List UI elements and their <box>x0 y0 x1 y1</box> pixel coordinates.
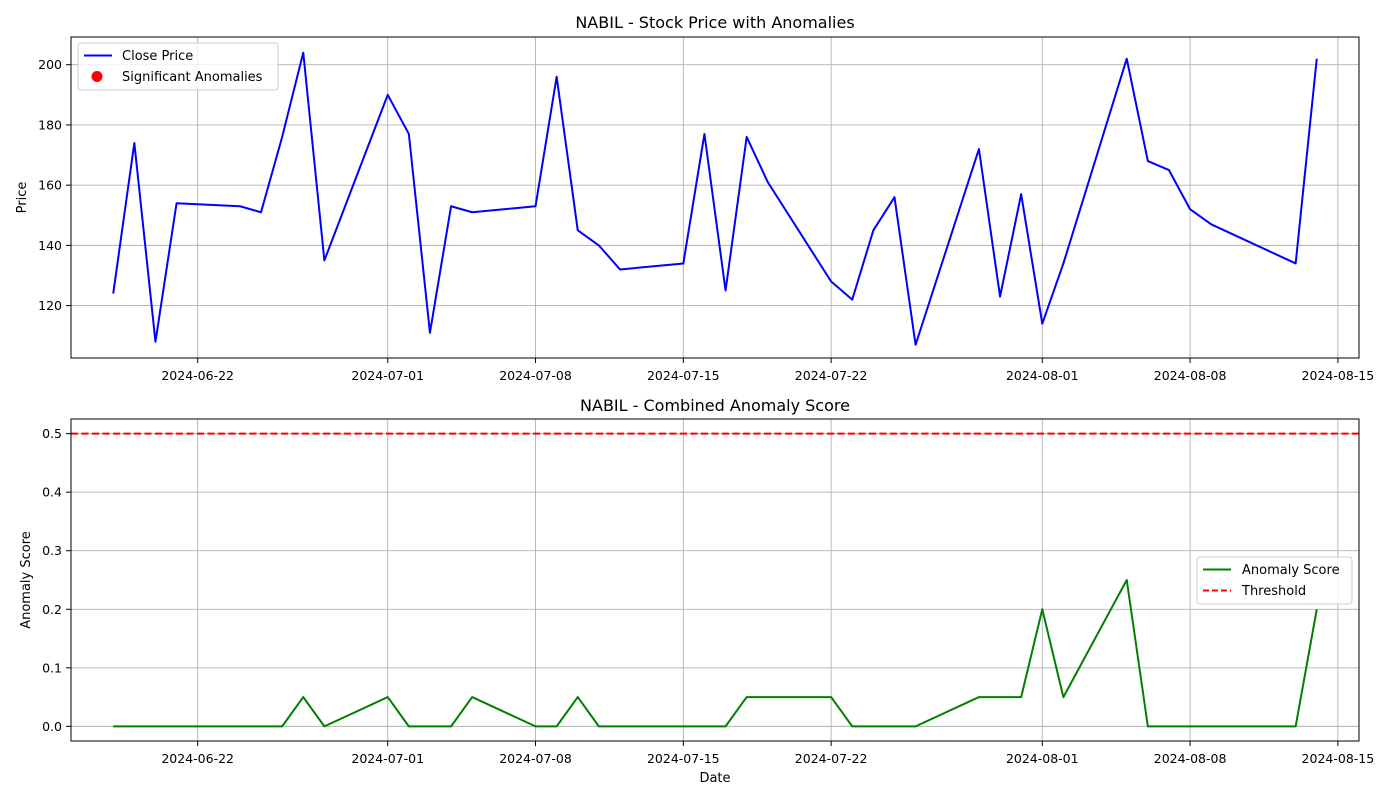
anomalies-legend-marker <box>91 71 103 82</box>
anomalies-legend-label: Significant Anomalies <box>122 70 263 85</box>
price-x-tick-label: 2024-08-08 <box>1154 368 1227 383</box>
anomaly-x-tick-label: 2024-07-22 <box>795 751 868 766</box>
anomaly-y-tick-label: 0.0 <box>42 719 62 734</box>
anomaly-y-axis-label: Anomaly Score <box>19 531 34 629</box>
anomaly-y-tick-label: 0.3 <box>42 543 62 558</box>
close-price-legend-label: Close Price <box>122 49 193 64</box>
price-x-tick-label: 2024-07-15 <box>647 368 720 383</box>
anomaly-legend-box <box>1196 556 1353 605</box>
price-x-tick-label: 2024-07-08 <box>499 368 572 383</box>
anomaly-x-tick-label: 2024-06-22 <box>161 751 234 766</box>
price-x-tick-label: 2024-07-22 <box>795 368 868 383</box>
price-x-tick-label: 2024-08-01 <box>1006 368 1079 383</box>
anomaly-x-tick-label: 2024-08-01 <box>1006 751 1079 766</box>
price-y-tick-label: 140 <box>38 238 62 253</box>
anomaly-x-tick-label: 2024-08-08 <box>1154 751 1227 766</box>
anomaly-y-tick-label: 0.5 <box>42 426 62 441</box>
anomaly-score-line <box>113 579 1318 728</box>
price-legend: Close Price Significant Anomalies <box>77 42 279 91</box>
price-x-tick-label: 2024-06-22 <box>161 368 234 383</box>
anomaly-chart-title: NABIL - Combined Anomaly Score <box>580 396 850 415</box>
anomaly-y-tick-label: 0.2 <box>42 602 62 617</box>
price-y-tick-label: 160 <box>38 178 62 193</box>
price-x-tick-label: 2024-07-01 <box>351 368 424 383</box>
price-x-tick-label: 2024-08-15 <box>1302 368 1375 383</box>
anomaly-x-axis-label: Date <box>699 771 730 786</box>
anomaly-y-tick-label: 0.4 <box>42 485 62 500</box>
anomaly-x-tick-label: 2024-07-15 <box>647 751 720 766</box>
price-chart-frame <box>70 36 1360 359</box>
anomaly-score-legend-label: Anomaly Score <box>1242 563 1340 578</box>
price-y-axis-label: Price <box>15 182 30 214</box>
anomaly-y-tick-label: 0.1 <box>42 660 62 675</box>
anomaly-legend: Anomaly Score Threshold <box>1196 556 1353 605</box>
price-y-tick-label: 120 <box>38 298 62 313</box>
anomaly-chart-frame <box>70 418 1360 742</box>
threshold-legend-label: Threshold <box>1241 584 1306 599</box>
anomaly-x-tick-label: 2024-07-01 <box>351 751 424 766</box>
price-y-tick-label: 200 <box>38 57 62 72</box>
price-chart-title: NABIL - Stock Price with Anomalies <box>575 13 854 32</box>
price-y-tick-label: 180 <box>38 117 62 132</box>
price-chart-panel: 2024-06-22 2024-07-01 2024-07-08 2024-07-15… <box>15 13 1374 383</box>
close-price-line <box>112 51 1318 346</box>
anomaly-x-tick-label: 2024-08-15 <box>1302 751 1375 766</box>
price-legend-box <box>77 42 279 91</box>
anomaly-score-chart-panel: 2024-06-22 2024-07-01 2024-07-08 2024-07-15… <box>19 396 1374 786</box>
anomaly-x-tick-label: 2024-07-08 <box>499 751 572 766</box>
